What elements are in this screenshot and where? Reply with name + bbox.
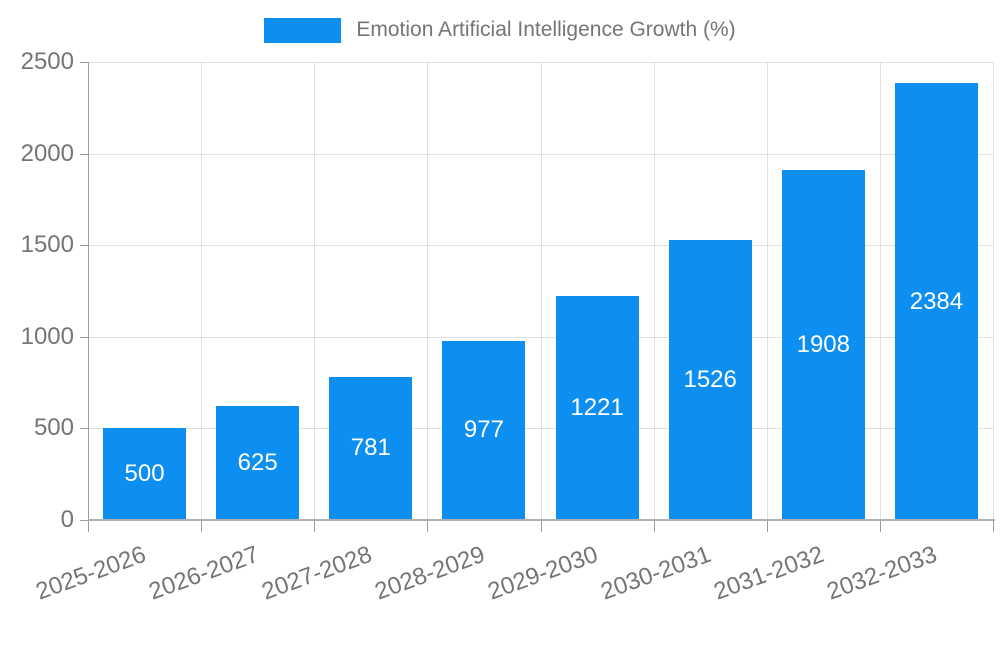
- bar-value-label: 500: [124, 460, 165, 488]
- y-axis-tick: [80, 245, 88, 247]
- y-axis-label: 1000: [20, 322, 74, 350]
- bar-value-label: 781: [350, 434, 391, 462]
- y-axis-label: 500: [33, 414, 74, 442]
- y-axis-tick: [80, 520, 88, 521]
- y-axis-label: 2500: [20, 48, 74, 75]
- plot-area: 0 500 1000 1500 2000 2500 500 2025-2026 625 2026-…: [20, 48, 995, 605]
- legend-label: Emotion Artificial Intelligence Growth (…: [356, 18, 736, 41]
- legend-swatch: [264, 17, 342, 43]
- x-axis-tick: [766, 520, 768, 532]
- chart-legend: Emotion Artificial Intelligence Growth (…: [0, 14, 1000, 46]
- x-axis-tick: [427, 520, 429, 532]
- bar-value-label: 1221: [570, 394, 624, 422]
- y-axis-tick: [80, 428, 88, 430]
- gridline-vertical: [993, 62, 994, 520]
- x-axis-tick: [879, 520, 881, 532]
- bar-value-label: 625: [237, 448, 278, 476]
- bar: 1221: [555, 296, 639, 520]
- gridline-vertical: [766, 62, 768, 520]
- y-axis-label: 2000: [20, 139, 74, 167]
- x-axis-line: [88, 519, 995, 521]
- x-axis-tick: [88, 520, 89, 532]
- bar-value-label: 1908: [796, 331, 850, 359]
- gridline-vertical: [427, 62, 429, 520]
- bar-value-label: 1526: [683, 366, 737, 394]
- bar-chart: Emotion Artificial Intelligence Growth (…: [0, 14, 1000, 605]
- bar: 781: [329, 376, 413, 520]
- bar-value-label: 977: [463, 416, 504, 444]
- bar-value-label: 2384: [909, 287, 964, 315]
- x-axis-tick: [201, 520, 203, 532]
- bar: 1526: [668, 240, 752, 520]
- x-axis-tick: [993, 520, 994, 532]
- x-axis-tick: [653, 520, 655, 532]
- gridline-vertical: [879, 62, 881, 520]
- gridline-vertical: [201, 62, 203, 520]
- y-axis-tick: [80, 336, 88, 338]
- y-axis-tick: [80, 153, 88, 155]
- y-axis-line: [88, 62, 89, 520]
- x-axis-tick: [540, 520, 542, 532]
- y-axis-tick: [80, 62, 88, 63]
- bar: 500: [103, 428, 187, 520]
- x-axis-tick: [314, 520, 316, 532]
- y-axis-label: 0: [60, 506, 74, 533]
- bar: 1908: [781, 170, 865, 520]
- bar: 2384: [894, 83, 978, 520]
- gridline-vertical: [314, 62, 316, 520]
- bar: 625: [216, 405, 300, 520]
- gridline-vertical: [653, 62, 655, 520]
- gridline-vertical: [540, 62, 542, 520]
- y-axis-label: 1500: [20, 231, 74, 259]
- bar: 977: [442, 341, 526, 520]
